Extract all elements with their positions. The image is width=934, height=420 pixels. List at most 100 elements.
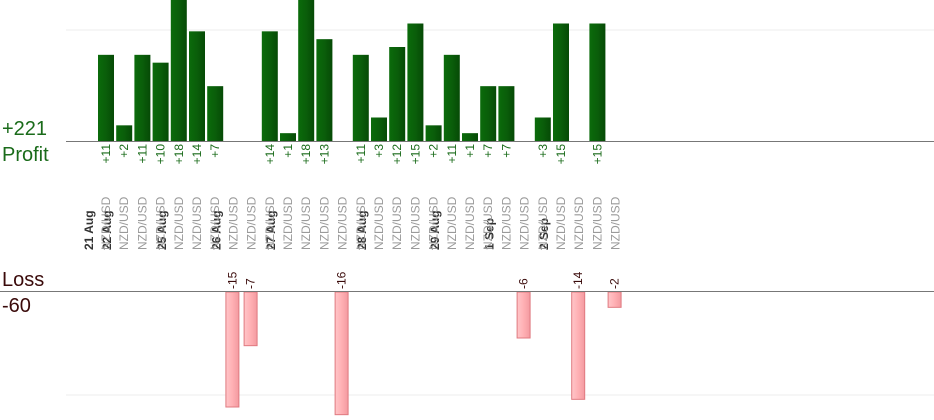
pair-label: NZD/USD [445, 196, 459, 250]
loss-bar [225, 291, 240, 408]
profit-value-label: +15 [408, 144, 422, 165]
profit-bar [134, 54, 151, 142]
profit-value-label: +7 [481, 144, 495, 158]
profit-bar [352, 54, 369, 142]
pair-label: NZD/USD [190, 196, 204, 250]
date-label: 21 Aug [82, 210, 96, 250]
date-labels: 21 Aug 22 Aug 25 Aug 26 Aug 27 Aug 28 Aug 29 A… [82, 210, 551, 250]
loss-bar [334, 291, 349, 416]
pair-label: NZD/USD [536, 196, 550, 250]
profit-value-label: +11 [135, 144, 149, 164]
pair-label: NZD/USD [117, 196, 131, 250]
pair-label: NZD/USD [281, 196, 295, 250]
profit-label: Profit [2, 144, 49, 166]
loss-value-label: -2 [608, 278, 622, 289]
date-label: 29 Aug [428, 210, 442, 250]
loss-value-label: -15 [225, 271, 239, 289]
profit-value-label: +3 [372, 144, 386, 158]
loss-bar [607, 291, 622, 308]
loss-bar [516, 291, 531, 339]
pair-label: NZD/USD [226, 196, 240, 250]
pair-label: NZD/USD [317, 196, 331, 250]
pair-label: NZD/USD [354, 196, 368, 250]
profit-bar [443, 54, 460, 142]
profit-bar [462, 133, 478, 141]
profit-value-label: +18 [299, 144, 313, 165]
profit-value-label: +15 [590, 144, 604, 165]
pair-label: NZD/USD [135, 196, 149, 250]
date-label: 1 Sep [482, 218, 496, 250]
profit-bar [589, 23, 606, 141]
profit-bar [389, 47, 406, 141]
profit-bar [98, 54, 114, 142]
profit-value-label: +7 [499, 144, 513, 158]
pair-label: NZD/USD [263, 196, 277, 250]
pair-label: NZD/USD [245, 196, 259, 250]
date-label: 25 Aug [155, 210, 169, 250]
profit-bar [316, 39, 333, 141]
loss-value-labels: -15 -7 -16 -6 -14 -2 [225, 271, 621, 289]
pair-label: NZD/USD [372, 196, 386, 250]
pair-label: NZD/USD [518, 196, 532, 250]
profit-bar [425, 125, 442, 141]
profit-bar [261, 31, 278, 141]
pair-label: NZD/USD [299, 196, 313, 250]
profit-bar [152, 62, 169, 141]
pair-label: NZD/USD [336, 196, 350, 250]
profit-value-label: +2 [427, 144, 441, 158]
date-label: 27 Aug [264, 210, 278, 250]
profit-value-label: +10 [154, 144, 168, 165]
profit-value-label: +2 [117, 144, 131, 158]
profit-bar [553, 23, 569, 141]
profit-value-label: +11 [445, 144, 459, 164]
loss-value-label: -14 [571, 271, 585, 289]
pair-label: NZD/USD [208, 196, 222, 250]
pair-label: NZD/USD [463, 196, 477, 250]
loss-value-label: -7 [244, 278, 258, 289]
gridlines [66, 29, 934, 396]
pair-label: NZD/USD [172, 196, 186, 250]
profit-value-label: +14 [190, 144, 204, 165]
axes [0, 141, 934, 292]
profit-total: +221 [2, 118, 48, 140]
profit-bar [298, 0, 315, 141]
pair-label: NZD/USD [499, 196, 513, 250]
pair-label: NZD/USD [590, 196, 604, 250]
pair-label: NZD/USD [572, 196, 586, 250]
pair-label: NZD/USD [408, 196, 422, 250]
profit-bar [170, 0, 187, 141]
loss-bar [243, 291, 258, 347]
profit-bars [98, 0, 606, 142]
loss-bar [571, 291, 586, 400]
pair-label: NZD/USD [154, 196, 168, 250]
profit-value-label: +1 [281, 144, 295, 158]
date-label: 28 Aug [355, 210, 369, 250]
profit-bar [498, 86, 515, 141]
profit-value-label: +11 [99, 144, 113, 164]
loss-total: -60 [2, 295, 31, 317]
profit-value-label: +18 [172, 144, 186, 165]
date-label: 2 Sep [537, 218, 551, 250]
profit-bar [407, 23, 424, 141]
profit-value-label: +14 [263, 144, 277, 165]
profit-bar [116, 125, 133, 141]
pair-label: NZD/USD [481, 196, 495, 250]
profit-value-label: +1 [463, 144, 477, 158]
profit-bar [280, 133, 296, 141]
profit-bar [207, 86, 224, 141]
loss-bars [225, 291, 622, 416]
profit-bar [534, 117, 551, 141]
date-label: 26 Aug [209, 210, 223, 250]
profit-value-label: +3 [536, 144, 550, 158]
profit-value-label: +7 [208, 144, 222, 158]
profit-value-label: +11 [354, 144, 368, 164]
loss-value-label: -16 [335, 271, 349, 289]
pair-label: NZD/USD [390, 196, 404, 250]
profit-value-label: +12 [390, 144, 404, 165]
date-label: 22 Aug [100, 210, 114, 250]
loss-value-label: -6 [517, 278, 531, 289]
pair-labels: NZD/USD NZD/USD NZD/USD NZD/USD NZD/USD NZD/U… [99, 196, 623, 250]
profit-bar [371, 117, 387, 141]
profit-value-label: +13 [317, 144, 331, 165]
